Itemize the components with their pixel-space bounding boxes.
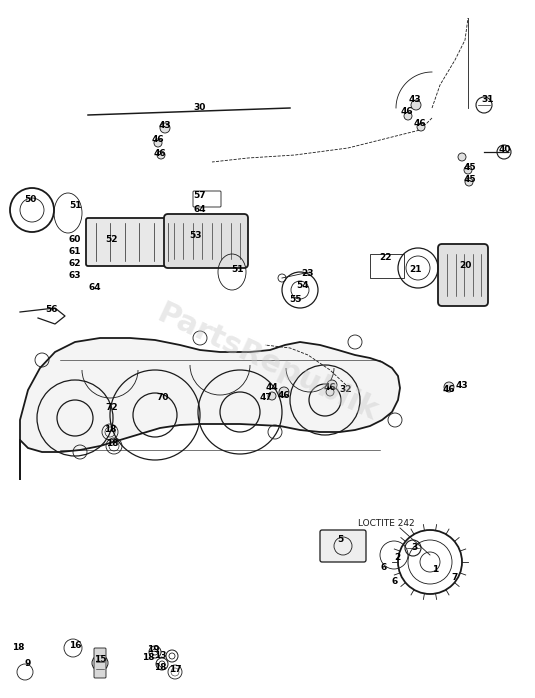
Text: 3: 3	[412, 544, 418, 553]
Circle shape	[411, 100, 421, 110]
Text: 46: 46	[152, 135, 164, 144]
Circle shape	[326, 388, 334, 396]
Text: 19: 19	[147, 644, 159, 653]
Text: 45: 45	[464, 175, 476, 184]
Circle shape	[417, 123, 425, 131]
Circle shape	[465, 178, 473, 186]
Text: 9: 9	[25, 660, 31, 669]
Text: 21: 21	[409, 265, 421, 274]
Text: 15: 15	[94, 655, 106, 664]
FancyBboxPatch shape	[94, 648, 106, 678]
Bar	[370, 254, 404, 278]
Text: 5: 5	[337, 535, 343, 544]
Text: 51: 51	[69, 200, 81, 209]
Text: 50: 50	[24, 195, 36, 205]
Text: 55: 55	[289, 295, 301, 304]
Text: 57: 57	[194, 191, 207, 200]
Text: 62: 62	[69, 260, 81, 269]
Circle shape	[444, 382, 454, 392]
Text: 45: 45	[464, 163, 476, 172]
Text: 52: 52	[106, 235, 118, 244]
Text: 53: 53	[189, 230, 201, 239]
Text: 18: 18	[12, 644, 24, 653]
Text: 18: 18	[104, 426, 116, 434]
Text: 18: 18	[154, 664, 166, 672]
Text: 13: 13	[154, 651, 166, 660]
Text: 46: 46	[324, 383, 337, 392]
Text: PartsRepublik: PartsRepublik	[152, 299, 383, 427]
Text: 20: 20	[459, 260, 471, 269]
Polygon shape	[20, 338, 400, 480]
Text: 46: 46	[401, 107, 414, 117]
Circle shape	[160, 123, 170, 133]
Text: 23: 23	[302, 269, 314, 279]
Text: 46: 46	[154, 149, 166, 158]
Text: 22: 22	[379, 253, 391, 262]
Text: 7: 7	[452, 574, 458, 583]
Text: 63: 63	[69, 271, 81, 279]
Circle shape	[268, 392, 276, 400]
Text: LOCTITE 242: LOCTITE 242	[358, 519, 415, 528]
FancyBboxPatch shape	[164, 214, 248, 268]
FancyBboxPatch shape	[438, 244, 488, 306]
Text: 30: 30	[194, 103, 206, 112]
FancyBboxPatch shape	[320, 530, 366, 562]
Text: 16: 16	[69, 641, 81, 650]
Text: 18: 18	[106, 440, 118, 449]
Text: 1: 1	[432, 565, 438, 574]
Text: 46: 46	[278, 390, 291, 399]
Text: 17: 17	[169, 665, 181, 674]
Circle shape	[404, 112, 412, 120]
Circle shape	[154, 139, 162, 147]
Text: 46: 46	[442, 385, 455, 394]
Circle shape	[464, 166, 472, 174]
Text: 44: 44	[265, 383, 278, 392]
Text: 40: 40	[499, 145, 511, 154]
Text: 70: 70	[157, 394, 169, 403]
Text: 46: 46	[414, 119, 426, 128]
Circle shape	[458, 153, 466, 161]
Text: 64: 64	[89, 283, 101, 292]
Text: 43: 43	[456, 380, 468, 389]
Text: 61: 61	[69, 248, 81, 256]
Text: 72: 72	[106, 403, 118, 413]
Text: 60: 60	[69, 235, 81, 244]
Circle shape	[279, 387, 289, 397]
Text: 56: 56	[46, 306, 58, 315]
Circle shape	[157, 151, 165, 159]
Text: 43: 43	[159, 121, 171, 130]
Text: 54: 54	[297, 281, 309, 290]
FancyBboxPatch shape	[86, 218, 172, 266]
Text: 32: 32	[340, 385, 352, 394]
Text: 2: 2	[394, 554, 400, 563]
Text: 18: 18	[142, 653, 154, 662]
Text: 64: 64	[194, 205, 207, 214]
Text: 31: 31	[482, 96, 494, 105]
Text: 6: 6	[392, 577, 398, 586]
Text: 6: 6	[381, 563, 387, 572]
Circle shape	[327, 380, 337, 390]
Text: 51: 51	[232, 265, 244, 274]
Text: 47: 47	[259, 394, 272, 403]
Text: 43: 43	[409, 96, 422, 105]
